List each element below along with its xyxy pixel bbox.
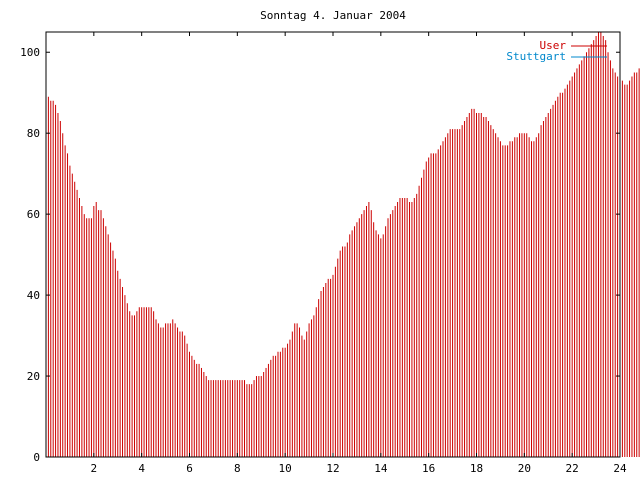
x-tick-label-7: 16 [422, 462, 435, 475]
legend-label-stuttgart: Stuttgart [506, 50, 566, 63]
x-tick-label-9: 20 [518, 462, 531, 475]
y-tick-label-1: 20 [27, 370, 40, 383]
y-tick-label-2: 40 [27, 289, 40, 302]
x-tick-label-11: 24 [613, 462, 627, 475]
chart-title: Sonntag 4. Januar 2004 [260, 9, 406, 22]
x-tick-label-8: 18 [470, 462, 483, 475]
x-tick-label-4: 10 [279, 462, 292, 475]
x-tick-label-1: 4 [138, 462, 145, 475]
bars-group [45, 32, 640, 457]
legend-label-user: User [540, 39, 567, 52]
x-tick-label-0: 2 [91, 462, 98, 475]
y-tick-label-0: 0 [33, 451, 40, 464]
x-tick-label-5: 12 [326, 462, 339, 475]
y-tick-label-5: 100 [20, 46, 40, 59]
x-tick-label-10: 22 [566, 462, 579, 475]
x-tick-label-3: 8 [234, 462, 241, 475]
x-tick-label-6: 14 [374, 462, 388, 475]
y-tick-label-4: 80 [27, 127, 40, 140]
y-tick-label-3: 60 [27, 208, 40, 221]
x-tick-label-2: 6 [186, 462, 193, 475]
